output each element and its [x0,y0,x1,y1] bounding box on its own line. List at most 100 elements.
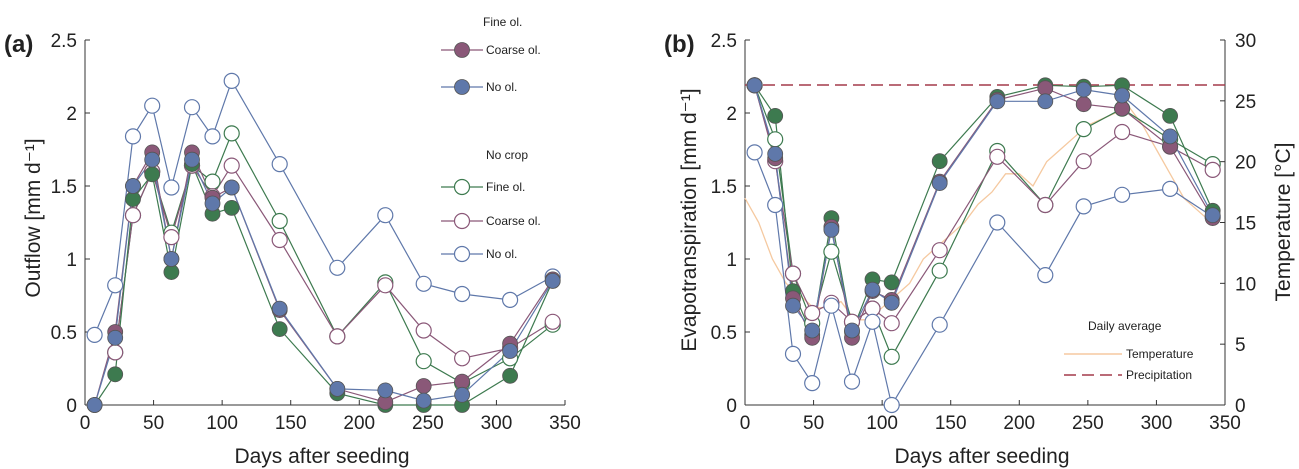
panel-a-nocrop-none-point [502,291,519,308]
panel-b-nocrop-none-point [1075,198,1092,215]
panel-a-crop-none-point [223,179,240,196]
panel-b-x-tick-label: 350 [1209,413,1241,434]
panel-a-nocrop-none-point [183,99,201,116]
panel-a-nocrop-coarse-point [107,344,124,361]
panel-a-x-tick-label: 300 [481,413,513,434]
panel-a-crop-none-point [454,386,471,403]
panel-b-y2-tick-label: 0 [1235,396,1246,417]
panel-a-x-tick-label: 50 [143,413,164,434]
panel-b-nocrop-coarse-point [804,304,821,322]
panel-b-nocrop-fine-point [1075,121,1092,138]
panel-b-crop-none-point [823,221,840,238]
panel-b-crop-fine-point [931,153,948,170]
panel-b-nocrop-coarse-point [931,242,948,259]
panel-b-plot: 0 50 100 150 200 250 300 35000.511.522.50510152… [711,31,1257,434]
panel-a-y-tick-label: 2 [66,104,77,125]
panel-a-nocrop-none-point [204,128,221,145]
panel-a-crop-none-point [163,251,180,267]
panel-b-crop-none-point [1037,93,1054,110]
panel-b-nocrop-none-point [784,345,802,362]
panel-b-crop-none-point [746,77,763,94]
panel-a-y-tick-label: 0 [66,396,77,417]
panel-b-nocrop-none-point [823,297,840,314]
legend-nocrop-fine-marker [453,178,471,196]
panel-b-crop-none-point [1114,87,1130,104]
panel-a-crop-none-line [94,157,554,406]
panel-b-nocrop-fine-point [883,348,900,365]
panel-b-crop-none-point [785,297,801,314]
panel-b-y-tick-label: 1.5 [711,177,737,198]
panel-a-nocrop-none-point [124,128,142,145]
panel-a-x-tick-label: 250 [412,413,444,434]
panel-a-nocrop-coarse-point [377,277,394,294]
panel-a-crop-coarse-line [94,150,554,406]
legend-temperature-label: Temperature [1126,347,1194,361]
panel-b-x-tick-label: 0 [740,413,751,434]
panel-b-temperature-line [744,106,1212,321]
legend-crop-none-marker [454,79,470,95]
panel-a-label: (a) [4,31,33,58]
panel-b-crop-none-point [1162,128,1178,145]
legend-nocrop-coarse-label: Coarse ol. [486,214,541,228]
panel-b-crop-none-point [1204,207,1221,224]
legend-daily-average-title: Daily average [1088,319,1162,333]
panel-b-x-tick-label: 100 [866,413,898,434]
legend-crop-none-label: No ol. [486,80,517,94]
panel-b-y-tick-label: 0 [726,396,737,417]
panel-b-label: (b) [664,31,695,58]
panel-a-crop-none-point [544,272,561,289]
panel-a-nocrop-none-point [163,179,180,196]
panel-a-crop-fine-point [223,199,240,216]
panel-b-nocrop-coarse-point [1075,153,1092,170]
panel-a-plot: 0 50 100 150 200 250 300 350 0 0.5 1 1.5 2 2.5 [51,31,581,434]
panel-a-x-tick-label: 0 [80,413,91,434]
panel-b-nocrop-none-point [1161,180,1179,197]
panel-b-nocrop-none-point [864,313,881,330]
panel-a-crop-fine-point [502,367,519,384]
panel-a-nocrop-none-point [107,277,124,294]
legend-crop-title: Fine ol. [483,15,522,29]
panel-a-legend: Fine ol. Coarse ol. No ol. No crop Fine … [441,15,541,263]
panel-b-nocrop-fine-point [931,262,948,279]
panel-a-x-tick-label: 350 [549,413,581,434]
panel-b-y2-tick-label: 30 [1235,31,1256,52]
panel-a-x-tick-label: 200 [343,413,375,434]
panel-b-y-tick-label: 2 [726,104,737,125]
panel-b-y2-tick-label: 15 [1235,214,1256,235]
panel-a-crop-coarse-point [415,378,432,394]
panel-b-crop-fine-point [767,108,784,124]
panel-b-nocrop-none-point [746,144,763,161]
panel-a-nocrop-fine-point [271,212,288,230]
panel-a-nocrop-coarse-point [544,313,561,330]
panel-a-nocrop-coarse-point [271,231,288,249]
panel-a-nocrop-coarse-point [454,350,471,367]
panel-a-nocrop-none-point [223,72,240,90]
panel-b-nocrop-coarse-point [883,315,900,332]
panel-b-y-tick-label: 0.5 [711,323,737,344]
legend-nocrop-title: No crop [486,148,528,162]
panel-b-nocrop-coarse-point [1204,161,1221,178]
legend-crop-coarse-label: Coarse ol. [486,43,541,57]
panel-b-legend: Daily average Temperature Precipitation [1064,319,1194,382]
panel-b-y2-tick-label: 10 [1235,274,1256,295]
panel-a-y-tick-label: 1 [66,250,77,271]
panel-b-y2-tick-label: 25 [1235,92,1256,113]
panel-b-crop-fine-point [1162,108,1178,124]
panel-a-crop-fine-point [271,321,288,338]
panel-b-nocrop-fine-point [767,131,784,148]
panel-b-crop-coarse-point [1075,96,1092,113]
panel-b-nocrop-coarse-point [1037,196,1054,214]
legend-nocrop-none-label: No ol. [486,247,517,261]
panel-b-nocrop-none-point [1037,267,1054,284]
panel-a-nocrop-fine-point [223,125,240,142]
panel-a-x-tick-label: 100 [206,413,238,434]
panel-a-crop-none-point [125,178,141,194]
panel-b-y-tick-label: 2.5 [711,31,737,52]
panel-b-nocrop-none-point [767,196,784,214]
panel-b-crop-none-point [1075,81,1092,98]
panel-a-nocrop-coarse-point [415,322,432,339]
panel-a-crop-coarse-point [454,373,471,390]
panel-b-nocrop-coarse-point [989,148,1006,165]
panel-a-nocrop-coarse-point [223,157,240,174]
panel-b-crop-none-point [844,322,860,339]
